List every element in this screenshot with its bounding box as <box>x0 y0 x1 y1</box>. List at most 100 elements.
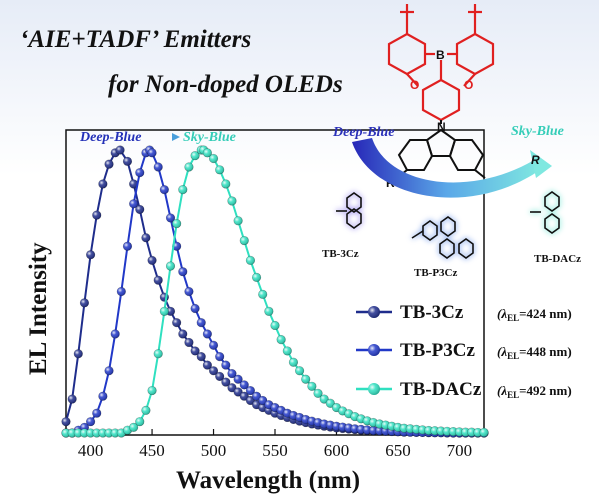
plot-shift-from: Deep-Blue <box>79 130 141 145</box>
data-point-highlight <box>295 366 304 376</box>
molecule-label-tb-dacz: TB-DACz <box>534 253 581 265</box>
molecule-tb-p3cz: TB-P3Cz <box>411 216 474 279</box>
x-tick-label: 650 <box>385 441 411 460</box>
scheme-shift-arrowhead-icon <box>530 150 552 178</box>
data-point-highlight <box>190 304 200 313</box>
data-point-highlight <box>221 377 231 387</box>
molecular-scheme: B O O N R R Deep-Blue Sky-Blue R TB- <box>322 4 581 279</box>
data-point-highlight <box>252 391 261 401</box>
data-point-highlight <box>178 329 188 339</box>
legend-name-tb-p3cz: TB-P3Cz <box>400 340 476 361</box>
data-point-highlight <box>184 338 194 347</box>
data-point-highlight <box>239 380 249 390</box>
data-point-highlight <box>252 273 261 282</box>
data-point-highlight <box>209 154 218 163</box>
data-point-highlight <box>313 389 323 398</box>
data-point-highlight <box>209 340 218 350</box>
data-point-highlight <box>196 352 206 361</box>
legend-marker-highlight <box>368 383 380 395</box>
data-point-highlight <box>86 417 95 426</box>
data-point-highlight <box>135 205 145 214</box>
atom-b-label: B <box>436 48 445 62</box>
data-point-highlight <box>80 298 89 308</box>
data-point-highlight <box>61 417 71 426</box>
data-point-highlight <box>467 427 477 437</box>
data-point-highlight <box>67 394 77 404</box>
x-tick-label: 700 <box>447 441 473 460</box>
legend-marker-highlight <box>368 306 380 318</box>
scheme-from-label: Deep-Blue <box>332 125 394 140</box>
data-point-highlight <box>166 213 175 223</box>
series-layer <box>61 145 489 438</box>
data-point-highlight <box>227 383 237 393</box>
scheme-shift-arrow-icon <box>352 138 540 198</box>
plot-shift-to: Sky-Blue <box>183 130 236 145</box>
data-point-highlight <box>147 256 157 265</box>
data-point-highlight <box>215 352 224 361</box>
data-point-highlight <box>172 318 181 327</box>
data-point-highlight <box>246 396 255 405</box>
data-point-highlight <box>92 210 102 220</box>
data-point-highlight <box>227 196 237 206</box>
legend: TB-3Cz (λEL=424 nm) TB-P3Cz (λEL=448 nm) TB-… <box>356 302 572 400</box>
data-point-highlight <box>104 428 114 438</box>
atom-o-right-label: O <box>464 78 473 92</box>
data-point-highlight <box>117 287 126 296</box>
plot-shift-arrowhead-icon <box>172 133 180 141</box>
series-tb-dacz <box>61 145 489 438</box>
carbazole-donor-structure <box>396 120 486 179</box>
data-point-highlight <box>129 179 138 189</box>
molecule-tb-dacz: TB-DACz <box>530 191 581 265</box>
data-point-highlight <box>166 307 175 316</box>
x-tick-label: 450 <box>139 441 165 460</box>
data-point-highlight <box>184 287 194 296</box>
data-point-highlight <box>233 216 243 226</box>
plot-area: 400 450 500 550 600 650 700 <box>61 129 489 460</box>
molecule-tb-3cz: TB-3Cz <box>322 192 362 260</box>
data-point-highlight <box>184 162 194 172</box>
atom-n-label: N <box>437 120 446 134</box>
data-point-highlight <box>141 233 151 243</box>
data-point-highlight <box>203 360 212 370</box>
data-point-highlight <box>160 307 169 316</box>
data-point-highlight <box>86 428 95 438</box>
data-point-highlight <box>80 428 89 438</box>
data-point-highlight <box>246 256 255 265</box>
data-point-highlight <box>430 426 440 436</box>
data-point-highlight <box>319 394 329 404</box>
data-point-highlight <box>135 417 145 426</box>
data-point-highlight <box>239 236 249 245</box>
data-point-highlight <box>215 372 224 381</box>
legend-peak-tb-p3cz: (λEL=448 nm) <box>497 344 572 361</box>
data-point-highlight <box>178 267 188 276</box>
data-point-highlight <box>104 159 114 169</box>
legend-marker-highlight <box>368 344 380 356</box>
data-point-highlight <box>289 357 298 367</box>
y-axis-title: EL Intensity <box>25 242 52 375</box>
data-point-highlight <box>233 387 243 397</box>
x-tick-label: 600 <box>324 441 350 460</box>
x-tick-label: 400 <box>78 441 104 460</box>
data-point-highlight <box>258 396 268 405</box>
data-point-highlight <box>326 398 335 408</box>
legend-name-tb-3cz: TB-3Cz <box>400 302 464 323</box>
data-point-highlight <box>123 157 132 166</box>
data-point-highlight <box>307 382 317 391</box>
data-point-highlight <box>246 386 255 395</box>
data-point-highlight <box>233 374 243 384</box>
data-point-highlight <box>98 391 108 401</box>
data-point-highlight <box>86 250 95 260</box>
data-point-highlight <box>436 426 446 436</box>
data-point-highlight <box>153 349 163 359</box>
data-point-highlight <box>221 179 231 189</box>
data-point-highlight <box>104 366 114 376</box>
data-point-highlight <box>67 428 77 438</box>
data-point-highlight <box>258 290 268 299</box>
data-point-highlight <box>196 318 206 327</box>
scheme-to-label: Sky-Blue <box>511 124 564 139</box>
legend-name-tb-dacz: TB-DACz <box>400 379 482 400</box>
atom-o-left-label: O <box>410 78 419 92</box>
title-line-1: ‘AIE+TADF’ Emitters <box>20 26 251 53</box>
data-point-highlight <box>473 428 483 437</box>
data-point-highlight <box>301 374 311 384</box>
